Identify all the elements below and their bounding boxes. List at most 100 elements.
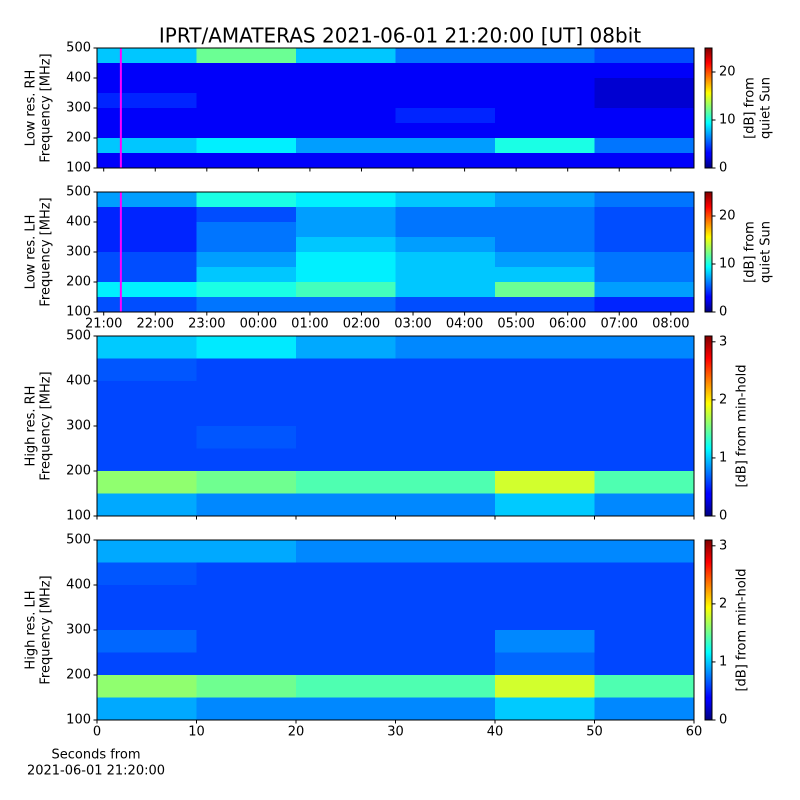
colorbar-label: [dB] from min-hold <box>735 568 750 691</box>
spectrogram-cell <box>395 78 495 93</box>
spectrogram-cell <box>296 381 396 404</box>
spectrogram-cell <box>196 426 296 449</box>
x-tick-label: 50 <box>586 725 603 740</box>
y-tick-label: 300 <box>66 245 91 260</box>
colorbar-tick-label: 2 <box>719 392 727 407</box>
colorbar-label: [dB] from min-hold <box>735 364 750 487</box>
spectrogram-cell <box>296 153 396 168</box>
colorbar-tick-label: 0 <box>719 305 727 320</box>
spectrogram-cell <box>196 381 296 404</box>
spectrogram-cell <box>594 381 694 404</box>
spectrogram-cell <box>296 78 396 93</box>
spectrogram-cell <box>395 237 495 252</box>
spectrogram-cell <box>196 607 296 630</box>
spectrogram-cell <box>395 403 495 426</box>
colorbar-tick-label: 3 <box>719 538 727 553</box>
y-tick-label: 400 <box>66 71 91 86</box>
x-tick-label: 06:00 <box>549 317 586 332</box>
spectrogram-cell <box>196 78 296 93</box>
spectrogram-cell <box>395 630 495 653</box>
spectrogram-cell <box>594 282 694 297</box>
spectrogram-cell <box>495 336 595 359</box>
y-tick-label: 200 <box>66 275 91 290</box>
spectrogram-cell <box>196 652 296 675</box>
x-tick-label: 0 <box>93 725 101 740</box>
x-tick-label: 21:00 <box>85 317 122 332</box>
spectrogram-cell <box>97 252 197 267</box>
spectrogram-cell <box>395 540 495 563</box>
spectrogram-cell <box>97 426 197 449</box>
spectrogram-cell <box>97 493 197 516</box>
x-tick-label: 10 <box>188 725 205 740</box>
spectrogram-cell <box>395 282 495 297</box>
spectrogram-cell <box>296 448 396 471</box>
y-axis-label: Frequency [MHz] <box>39 53 54 162</box>
spectrogram-cell <box>97 630 197 653</box>
colorbar-tick-label: 0 <box>719 161 727 176</box>
spectrogram-cell <box>495 78 595 93</box>
spectrogram-cell <box>296 403 396 426</box>
spectrogram-cell <box>594 403 694 426</box>
x-tick-label: 07:00 <box>601 317 638 332</box>
spectrogram-cell <box>196 153 296 168</box>
spectrogram-cell <box>495 192 595 207</box>
spectrogram-cell <box>594 697 694 720</box>
spectrogram-cell <box>97 282 197 297</box>
y-tick-label: 500 <box>66 185 91 200</box>
colorbar-tick-label: 10 <box>719 257 736 272</box>
spectrogram-cell <box>594 93 694 108</box>
spectrogram-cell <box>495 448 595 471</box>
spectrogram-cell <box>196 358 296 381</box>
x-tick-label: 22:00 <box>137 317 174 332</box>
y-axis-label: Frequency [MHz] <box>39 371 54 480</box>
spectrogram-cell <box>296 358 396 381</box>
spectrogram-cell <box>395 381 495 404</box>
spectrogram-cell <box>594 78 694 93</box>
spectrogram-cell <box>395 192 495 207</box>
spectrogram-cell <box>97 562 197 585</box>
spectrogram-cell <box>97 237 197 252</box>
spectrogram-cell <box>196 207 296 222</box>
spectrogram-cell <box>495 381 595 404</box>
spectrogram-cell <box>594 358 694 381</box>
spectrogram-cell <box>196 297 296 312</box>
spectrogram-cell <box>395 48 495 63</box>
spectrogram-cell <box>97 675 197 698</box>
spectrogram-cell <box>196 630 296 653</box>
spectrogram-cell <box>594 630 694 653</box>
spectrogram-cell <box>594 108 694 123</box>
spectrogram-cell <box>594 540 694 563</box>
spectrogram-cell <box>97 336 197 359</box>
colorbar-tick-label: 1 <box>719 450 727 465</box>
y-tick-label: 300 <box>66 101 91 116</box>
colorbar-tick-label: 0 <box>719 713 727 728</box>
spectrogram-cell <box>395 123 495 138</box>
spectrogram-cell <box>196 562 296 585</box>
spectrogram-cell <box>97 471 197 494</box>
spectrogram-cell <box>395 138 495 153</box>
spectrogram-cell <box>594 297 694 312</box>
spectrogram-cell <box>395 108 495 123</box>
y-tick-label: 400 <box>66 374 91 389</box>
spectrogram-cell <box>594 237 694 252</box>
y-axis-label: Low res. LH <box>24 215 39 290</box>
spectrogram-cell <box>395 607 495 630</box>
spectrogram-cell <box>97 267 197 282</box>
spectrogram-cell <box>495 93 595 108</box>
spectrogram-cell <box>594 585 694 608</box>
spectrogram-cell <box>395 297 495 312</box>
y-tick-label: 400 <box>66 578 91 593</box>
spectrogram-cell <box>296 336 396 359</box>
spectrogram-cell <box>495 267 595 282</box>
y-tick-label: 500 <box>66 41 91 56</box>
spectrogram-cell <box>97 652 197 675</box>
spectrogram-cell <box>495 652 595 675</box>
spectrogram-cell <box>296 697 396 720</box>
spectrogram-cell <box>594 675 694 698</box>
x-tick-label: 20 <box>288 725 305 740</box>
spectrogram-cell <box>495 471 595 494</box>
spectrogram-cell <box>97 123 197 138</box>
spectrogram-cell <box>395 697 495 720</box>
spectrogram-cell <box>395 493 495 516</box>
spectrogram-cell <box>395 448 495 471</box>
